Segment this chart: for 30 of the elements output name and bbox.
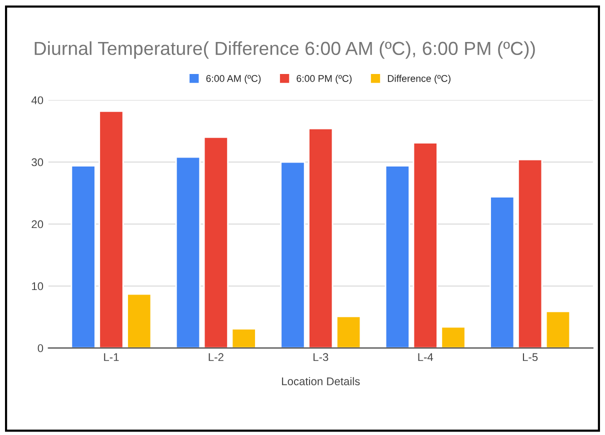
bar (490, 196, 515, 348)
x-tick-label: L-1 (104, 353, 119, 361)
bar (280, 161, 306, 348)
bar (336, 316, 362, 348)
x-tick-label: L-2 (208, 353, 224, 361)
bar (440, 326, 466, 348)
y-tick-label: 40 (31, 96, 44, 104)
y-tick-label: 10 (32, 282, 44, 290)
bar (231, 328, 256, 348)
x-axis-title: Location Details (282, 377, 360, 386)
legend-label: Difference (ºC) (388, 74, 450, 84)
legend-label: 6:00 AM (ºC) (206, 74, 261, 84)
y-tick-label: 20 (32, 220, 44, 228)
bar (175, 156, 201, 348)
x-tick-label: L-4 (418, 353, 434, 361)
bar (126, 293, 152, 348)
y-tick-label: 30 (32, 158, 44, 166)
x-tick-label: L-5 (522, 353, 538, 362)
bar (384, 165, 410, 348)
legend-label: 6:00 PM (ºC) (296, 74, 352, 84)
bar (545, 310, 571, 348)
bar (518, 158, 543, 348)
bar (308, 128, 334, 348)
bar (412, 142, 438, 348)
y-tick-label: 0 (38, 344, 44, 352)
bar (98, 110, 124, 348)
bar (203, 136, 228, 348)
chart-title: Diurnal Temperature( Difference 6:00 AM (ºC), 6:00 PM (ºC)) (34, 41, 535, 59)
x-tick-label: L-3 (314, 353, 328, 362)
bar (70, 165, 96, 348)
